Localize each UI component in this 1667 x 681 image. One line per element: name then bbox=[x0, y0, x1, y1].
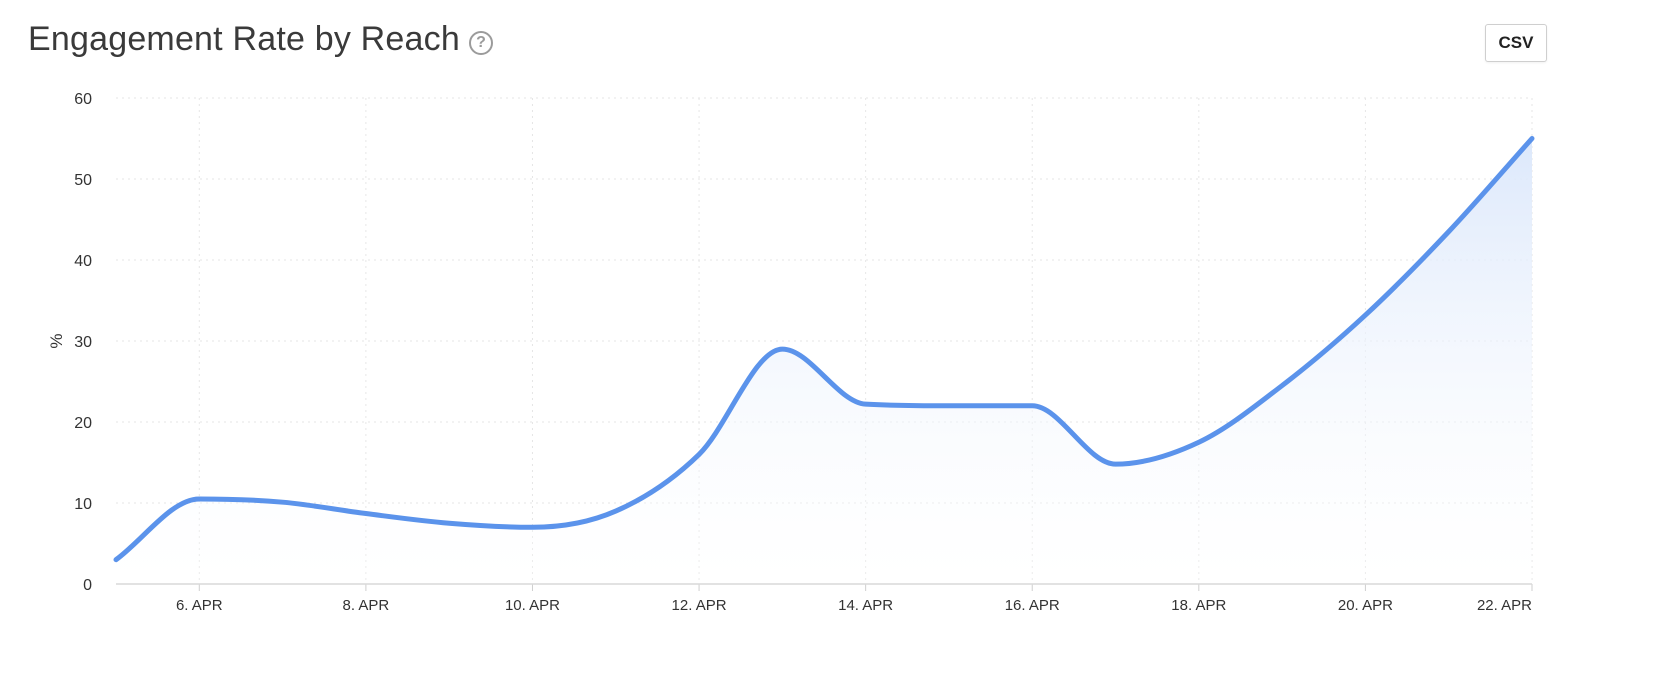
data-point[interactable] bbox=[360, 508, 372, 520]
data-point[interactable] bbox=[693, 448, 705, 460]
data-point[interactable] bbox=[1026, 400, 1038, 412]
data-point[interactable] bbox=[776, 343, 788, 355]
data-point[interactable] bbox=[1110, 458, 1122, 470]
y-tick-label: 60 bbox=[74, 91, 92, 108]
data-point[interactable] bbox=[1276, 380, 1288, 392]
question-circle-icon[interactable]: ? bbox=[469, 31, 493, 55]
data-point[interactable] bbox=[443, 517, 455, 529]
data-point[interactable] bbox=[1193, 436, 1205, 448]
y-tick-label: 20 bbox=[74, 415, 92, 432]
y-tick-label: 10 bbox=[74, 496, 92, 513]
csv-export-button[interactable]: CSV bbox=[1485, 24, 1547, 62]
y-tick-label: 0 bbox=[83, 577, 92, 594]
y-axis-label: % bbox=[47, 333, 66, 348]
x-tick-label: 18. APR bbox=[1171, 597, 1226, 614]
data-point[interactable] bbox=[860, 398, 872, 410]
data-point[interactable] bbox=[1526, 133, 1538, 145]
x-tick-label: 6. APR bbox=[176, 597, 223, 614]
page-title: Engagement Rate by Reach bbox=[28, 20, 460, 58]
x-tick-label: 14. APR bbox=[838, 597, 893, 614]
data-point[interactable] bbox=[943, 400, 955, 412]
series-line bbox=[113, 136, 1535, 563]
data-point[interactable] bbox=[277, 496, 289, 508]
data-point[interactable] bbox=[610, 505, 622, 517]
x-tick-label: 16. APR bbox=[1005, 597, 1060, 614]
data-point[interactable] bbox=[1359, 309, 1371, 321]
x-tick-label: 12. APR bbox=[672, 597, 727, 614]
x-tick-label: 10. APR bbox=[505, 597, 560, 614]
x-tick-label: 20. APR bbox=[1338, 597, 1393, 614]
y-tick-label: 40 bbox=[74, 253, 92, 270]
data-point[interactable] bbox=[110, 554, 122, 566]
data-point[interactable] bbox=[193, 493, 205, 505]
y-tick-label: 30 bbox=[74, 334, 92, 351]
data-point[interactable] bbox=[526, 521, 538, 533]
series-area bbox=[116, 138, 1532, 584]
x-tick-label: 22. APR bbox=[1477, 597, 1532, 614]
data-point[interactable] bbox=[1443, 226, 1455, 238]
y-tick-label: 50 bbox=[74, 172, 92, 189]
x-tick-label: 8. APR bbox=[343, 597, 390, 614]
